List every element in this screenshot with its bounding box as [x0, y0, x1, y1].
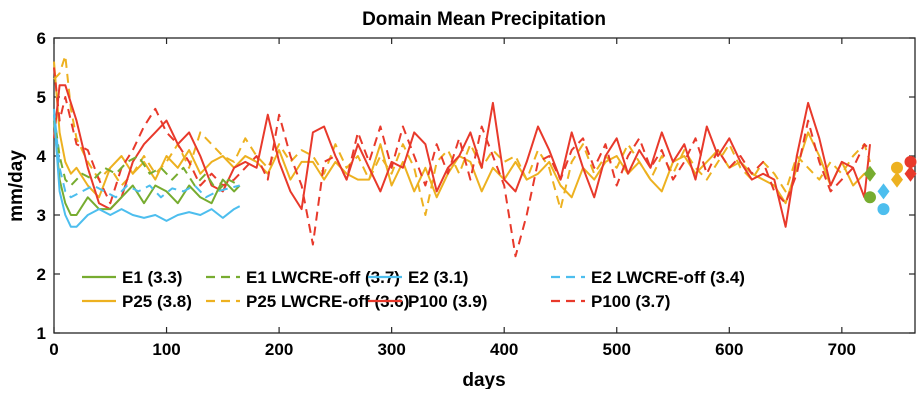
- series-lines: [53, 54, 871, 258]
- legend-label: E2 (3.1): [408, 268, 468, 287]
- legend-label: E1 LWCRE-off (3.7): [246, 268, 400, 287]
- y-tick-label: 2: [37, 265, 46, 284]
- x-axis-label: days: [462, 370, 505, 389]
- y-tick-label: 6: [37, 29, 46, 48]
- y-tick-label: 4: [37, 147, 47, 166]
- x-tick-label: 200: [265, 340, 293, 359]
- x-tick-label: 700: [828, 340, 856, 359]
- series-line-8: [53, 67, 871, 258]
- mean-marker-circle: [904, 155, 917, 168]
- series-line-5: [53, 61, 871, 205]
- series-line-3: [53, 114, 241, 228]
- x-tick-label: 400: [490, 340, 518, 359]
- legend-label: E1 (3.3): [122, 268, 182, 287]
- mean-marker-circle: [890, 161, 903, 174]
- chart-title: Domain Mean Precipitation: [362, 9, 606, 30]
- x-tick-label: 600: [715, 340, 743, 359]
- legend-label: P25 LWCRE-off (3.6): [246, 292, 409, 311]
- legend-label: P100 (3.9): [408, 292, 487, 311]
- legend-label: P100 (3.7): [591, 292, 670, 311]
- y-tick-label: 3: [37, 206, 46, 225]
- x-tick-label: 100: [152, 340, 180, 359]
- series-line-2: [53, 114, 241, 193]
- series-line-1: [53, 120, 241, 216]
- mean-marker-circle: [877, 203, 890, 216]
- mean-marker-diamond: [904, 165, 917, 182]
- y-axis-label: mm/day: [6, 150, 27, 222]
- x-tick-label: 500: [603, 340, 631, 359]
- mean-marker-diamond: [890, 171, 903, 188]
- y-axis-ticks: 1 2 3 4 5 6: [37, 29, 915, 343]
- legend-label: P25 (3.8): [122, 292, 192, 311]
- mean-marker-diamond: [863, 165, 876, 182]
- mean-marker-circle: [863, 191, 876, 204]
- mean-markers: [863, 155, 917, 216]
- legend: E1 (3.3) E1 LWCRE-off (3.7) E2 (3.1) E2 LWC…: [82, 268, 745, 311]
- mean-marker-diamond: [877, 183, 890, 200]
- series-line-4: [53, 108, 240, 199]
- y-tick-label: 1: [37, 324, 46, 343]
- series-line-7: [53, 84, 871, 228]
- x-axis-ticks: 0 100 200 300 400 500 600 700: [49, 38, 856, 359]
- x-tick-label: 0: [49, 340, 58, 359]
- plot-area-frame: [53, 37, 916, 334]
- y-tick-label: 5: [37, 88, 46, 107]
- x-tick-label: 300: [377, 340, 405, 359]
- legend-label: E2 LWCRE-off (3.4): [591, 268, 745, 287]
- series-line-6: [53, 54, 871, 216]
